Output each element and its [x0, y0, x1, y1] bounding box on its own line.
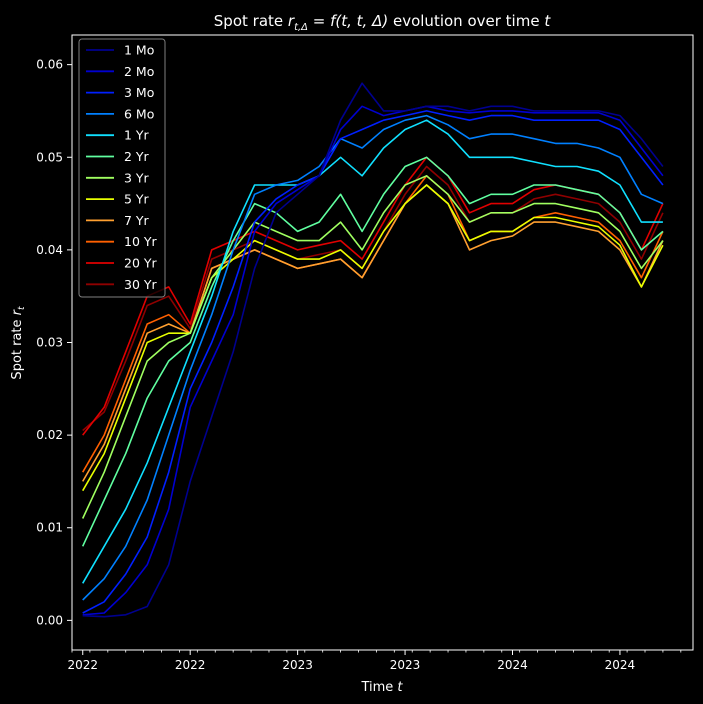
- x-axis-ticks: 2022 2022 2023 2023 2024 2024: [67, 650, 682, 672]
- series-line-2-yr: [81, 156, 664, 547]
- legend-label: 1 Mo: [124, 43, 154, 58]
- y-tick-label: 0.02: [36, 428, 63, 442]
- legend-label: 7 Yr: [124, 213, 150, 228]
- legend-label: 2 Yr: [124, 149, 150, 164]
- y-tick-label: 0.01: [36, 521, 63, 535]
- x-tick-label: 2022: [67, 658, 98, 672]
- legend-label: 1 Yr: [124, 128, 150, 143]
- series-line-6-mo: [82, 114, 664, 601]
- legend-label: 20 Yr: [124, 256, 158, 271]
- legend-label: 30 Yr: [124, 277, 158, 292]
- x-tick-label: 2024: [605, 658, 636, 672]
- y-tick-label: 0.00: [36, 613, 63, 627]
- legend: 1 Mo 2 Mo 3 Mo 6 Mo 1 Yr 2 Yr 3 Yr 5 Yr 7 Yr 10 Y…: [78, 38, 166, 298]
- legend-frame: [78, 38, 166, 298]
- series-line-3-mo: [82, 110, 664, 614]
- y-tick-label: 0.05: [36, 150, 63, 164]
- legend-label: 10 Yr: [124, 234, 158, 249]
- legend-label: 2 Mo: [124, 64, 154, 79]
- y-tick-label: 0.04: [36, 243, 63, 257]
- series-line-1-mo: [82, 82, 664, 618]
- x-tick-label: 2023: [390, 658, 421, 672]
- series-lines: [81, 82, 664, 618]
- y-tick-label: 0.06: [36, 58, 63, 72]
- legend-label: 3 Mo: [124, 85, 154, 100]
- chart-title: Spot rate rt,Δ = f(t, t, Δ) evolution ov…: [214, 12, 552, 33]
- x-axis-label: Time t: [360, 680, 403, 695]
- legend-label: 3 Yr: [124, 170, 150, 185]
- series-line-7-yr: [82, 184, 664, 482]
- y-axis-ticks: 0.00 0.01 0.02 0.03 0.04 0.05 0.06: [36, 58, 72, 627]
- x-tick-label: 2023: [282, 658, 313, 672]
- x-tick-label: 2022: [175, 658, 206, 672]
- series-line-2-mo: [82, 105, 664, 616]
- legend-label: 5 Yr: [124, 192, 150, 207]
- series-line-5-yr: [82, 184, 664, 492]
- series-line-1-yr: [82, 119, 663, 584]
- series-line-3-yr: [81, 175, 664, 519]
- y-tick-label: 0.03: [36, 336, 63, 350]
- legend-label: 6 Mo: [124, 106, 154, 121]
- x-tick-label: 2024: [497, 658, 528, 672]
- y-axis-label: Spot rate rt: [10, 306, 27, 380]
